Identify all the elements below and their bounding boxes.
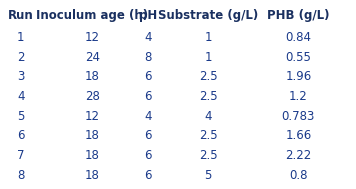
Text: PHB (g/L): PHB (g/L) xyxy=(267,9,330,22)
Text: 1: 1 xyxy=(204,51,212,64)
Text: 4: 4 xyxy=(204,110,212,123)
Text: 2.22: 2.22 xyxy=(285,149,312,162)
Text: 24: 24 xyxy=(85,51,100,64)
Text: 0.783: 0.783 xyxy=(282,110,315,123)
Text: 7: 7 xyxy=(17,149,25,162)
Text: 5: 5 xyxy=(17,110,24,123)
Text: 0.8: 0.8 xyxy=(289,169,308,182)
Text: 6: 6 xyxy=(144,70,152,84)
Text: 3: 3 xyxy=(17,70,24,84)
Text: 2.5: 2.5 xyxy=(199,149,218,162)
Text: pH: pH xyxy=(138,9,157,22)
Text: 5: 5 xyxy=(205,169,212,182)
Text: 18: 18 xyxy=(85,129,100,143)
Text: 1: 1 xyxy=(17,31,25,44)
Text: Substrate (g/L): Substrate (g/L) xyxy=(158,9,258,22)
Text: 1: 1 xyxy=(204,31,212,44)
Text: 4: 4 xyxy=(144,110,152,123)
Text: 2.5: 2.5 xyxy=(199,129,218,143)
Text: 0.55: 0.55 xyxy=(286,51,311,64)
Text: 4: 4 xyxy=(17,90,25,103)
Text: Inoculum age (h): Inoculum age (h) xyxy=(37,9,148,22)
Text: 8: 8 xyxy=(144,51,151,64)
Text: 2: 2 xyxy=(17,51,25,64)
Text: 1.66: 1.66 xyxy=(285,129,312,143)
Text: 12: 12 xyxy=(85,31,100,44)
Text: 6: 6 xyxy=(144,90,152,103)
Text: 8: 8 xyxy=(17,169,24,182)
Text: Run: Run xyxy=(8,9,33,22)
Text: 6: 6 xyxy=(144,169,152,182)
Text: 6: 6 xyxy=(17,129,25,143)
Text: 1.96: 1.96 xyxy=(285,70,312,84)
Text: 18: 18 xyxy=(85,70,100,84)
Text: 2.5: 2.5 xyxy=(199,70,218,84)
Text: 18: 18 xyxy=(85,149,100,162)
Text: 2.5: 2.5 xyxy=(199,90,218,103)
Text: 4: 4 xyxy=(144,31,152,44)
Text: 12: 12 xyxy=(85,110,100,123)
Text: 18: 18 xyxy=(85,169,100,182)
Text: 0.84: 0.84 xyxy=(285,31,312,44)
Text: 28: 28 xyxy=(85,90,100,103)
Text: 1.2: 1.2 xyxy=(289,90,308,103)
Text: 6: 6 xyxy=(144,129,152,143)
Text: 6: 6 xyxy=(144,149,152,162)
